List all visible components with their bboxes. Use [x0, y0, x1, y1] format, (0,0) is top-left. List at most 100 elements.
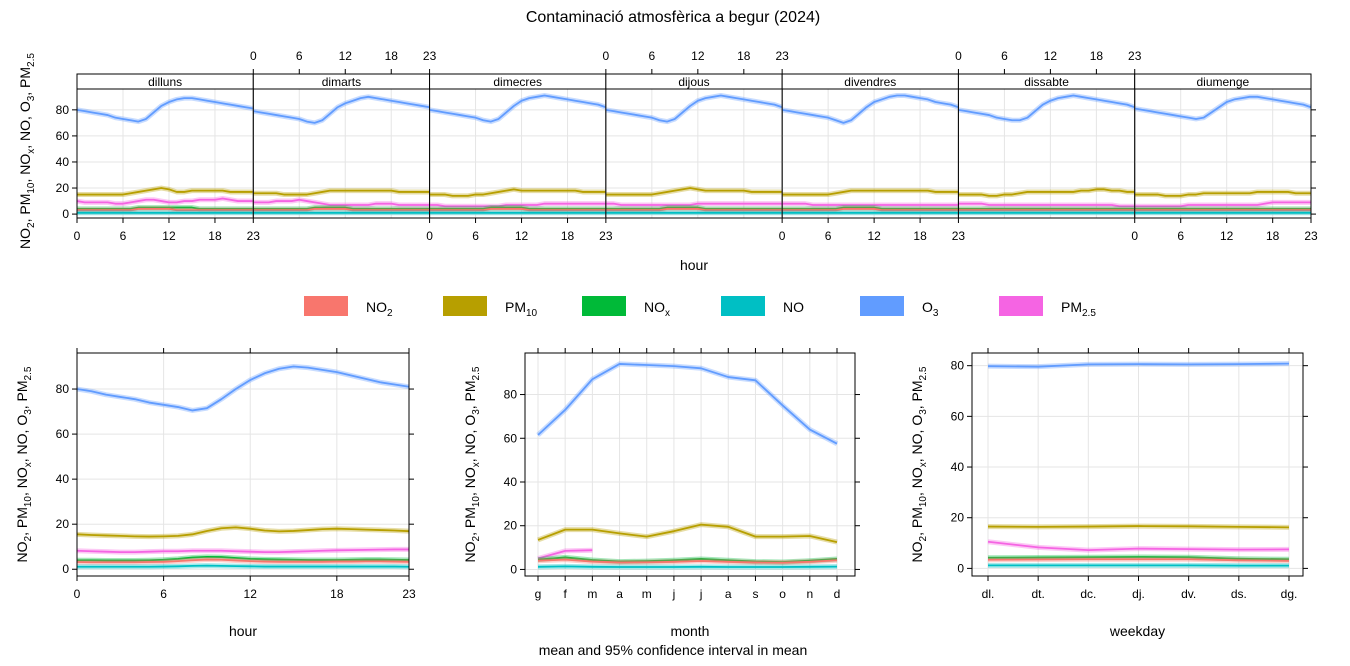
- series-NO: [537, 565, 838, 568]
- series-O3-diumenge: [1134, 95, 1312, 120]
- y-tick-label: 0: [510, 562, 517, 576]
- legend-swatch-PM10: [443, 296, 487, 316]
- panel-frame: [429, 88, 607, 219]
- y-tick-label: 20: [56, 517, 70, 531]
- panel-strip-label: divendres: [844, 75, 896, 89]
- series-O3-dimarts: [253, 95, 430, 124]
- legend-swatch-PM25: [999, 296, 1043, 316]
- x-tick-label: 0: [426, 229, 433, 243]
- x-tick-label: m: [587, 587, 597, 601]
- x-tick-label: m: [642, 587, 652, 601]
- y-tick-label: 40: [56, 472, 70, 486]
- series-PM10: [76, 526, 410, 538]
- series-PM25-diumenge: [1134, 201, 1311, 208]
- x-tick-label: 12: [244, 587, 258, 601]
- series-O3-divendres: [781, 94, 959, 124]
- series-PM25: [76, 548, 409, 554]
- hour-by-weekday-panel: dilluns 0 6 12 18 23 dimarts 0 6 12 18 23 dimecres 0 6…: [17, 49, 1318, 273]
- y-tick-label: 80: [504, 388, 518, 402]
- y-tick-label: 20: [951, 511, 965, 525]
- legend: NO2 PM10 NOx NO O3 PM2.5: [304, 296, 1096, 319]
- x-tick-label: dl.: [982, 587, 995, 601]
- series-PM25-divendres: [782, 202, 959, 206]
- x-tick-label: 23: [1304, 229, 1318, 243]
- x-tick-label: 23: [247, 229, 261, 243]
- panel-frame: [781, 88, 959, 219]
- x-tick-label: 12: [691, 49, 705, 63]
- x-axis-label: hour: [680, 257, 708, 273]
- y-tick-label: 80: [951, 359, 965, 373]
- panel-strip-label: dilluns: [148, 75, 182, 89]
- series-PM25: [537, 549, 593, 560]
- panel-frame: [76, 352, 410, 577]
- y-tick-label: 0: [62, 562, 69, 576]
- series-NOx-dimecres: [429, 206, 606, 210]
- x-tick-label: 18: [737, 49, 751, 63]
- x-tick-label: 18: [1090, 49, 1104, 63]
- series-PM25: [987, 540, 1290, 552]
- x-axis-label: hour: [229, 623, 257, 639]
- panel-strip-label: dissabte: [1024, 75, 1069, 89]
- series-O3-dimecres-ci: [429, 93, 607, 125]
- series-NOx-dilluns: [77, 206, 254, 210]
- series-O3-diumenge-ci: [1134, 94, 1312, 122]
- legend-label-PM10: PM10: [505, 299, 538, 319]
- series-PM10-dijous: [605, 187, 783, 196]
- x-tick-label: dc.: [1080, 587, 1096, 601]
- series-PM10-dilluns: [77, 187, 254, 196]
- y-tick-label: 60: [504, 431, 518, 445]
- x-tick-label: j: [699, 587, 703, 601]
- y-tick-label: 20: [504, 519, 518, 533]
- legend-label-PM25: PM2.5: [1061, 299, 1096, 319]
- y-tick-label: 80: [56, 103, 70, 117]
- panel-frame: [1134, 88, 1312, 219]
- y-axis-label: NO2, PM10, NOx, NO, O3, PM2.5: [17, 53, 37, 249]
- x-tick-label: 0: [603, 49, 610, 63]
- series-PM10-dissabte: [958, 188, 1135, 197]
- weekday-panel: 0 20 40 60 80 dl. dt. dc. dj. dv. ds. dg. NO2, PM10,…: [909, 348, 1308, 639]
- series-O3: [987, 362, 1290, 368]
- x-tick-label: 18: [208, 229, 222, 243]
- series-NO2-dimarts: [253, 207, 430, 212]
- series-PM10: [987, 525, 1290, 529]
- series-PM25-dissabte: [958, 202, 1135, 208]
- legend-label-NOx: NOx: [644, 299, 670, 319]
- series-NOx-dijous: [605, 206, 783, 210]
- series-NO2: [76, 558, 410, 564]
- series-NO2: [987, 558, 1290, 562]
- x-tick-label: dt.: [1031, 587, 1044, 601]
- hour-panel: 0 20 40 60 80 0 6 12 18 23 NO2, PM10, NOx, NO, O3,…: [14, 348, 416, 639]
- x-tick-label: 6: [649, 49, 656, 63]
- y-tick-label: 40: [504, 475, 518, 489]
- x-tick-label: g: [535, 587, 542, 601]
- y-axis-label: NO2, PM10, NOx, NO, O3, PM2.5: [14, 366, 34, 562]
- x-tick-label: 12: [867, 229, 881, 243]
- x-tick-label: 12: [515, 229, 529, 243]
- y-tick-label: 0: [62, 207, 69, 221]
- x-tick-label: a: [616, 587, 623, 601]
- series-NOx-dimarts: [253, 206, 430, 210]
- x-tick-label: f: [564, 587, 568, 601]
- legend-label-NO2: NO2: [366, 299, 393, 319]
- legend-swatch-NO: [721, 296, 765, 316]
- x-tick-label: dv.: [1181, 587, 1196, 601]
- panel-strip-label: dimarts: [322, 75, 361, 89]
- panel-strip-label: diumenge: [1196, 75, 1249, 89]
- x-tick-label: 23: [423, 49, 437, 63]
- x-tick-label: s: [752, 587, 758, 601]
- y-tick-label: 60: [56, 129, 70, 143]
- legend-label-NO: NO: [783, 299, 804, 315]
- series-O3: [76, 365, 410, 412]
- x-axis-label: weekday: [1109, 623, 1165, 639]
- series-PM10-diumenge: [1134, 191, 1311, 197]
- series-O3-dijous: [605, 94, 783, 123]
- series-NO2-divendres: [782, 207, 959, 212]
- panel-frame: [971, 352, 1304, 577]
- x-tick-label: o: [779, 587, 786, 601]
- series-PM25-dimecres: [429, 202, 606, 208]
- y-tick-label: 20: [56, 181, 70, 195]
- series-O3-dimecres: [429, 94, 607, 123]
- x-tick-label: 6: [1177, 229, 1184, 243]
- y-axis-label: NO2, PM10, NOx, NO, O3, PM2.5: [462, 366, 482, 562]
- x-tick-label: 0: [955, 49, 962, 63]
